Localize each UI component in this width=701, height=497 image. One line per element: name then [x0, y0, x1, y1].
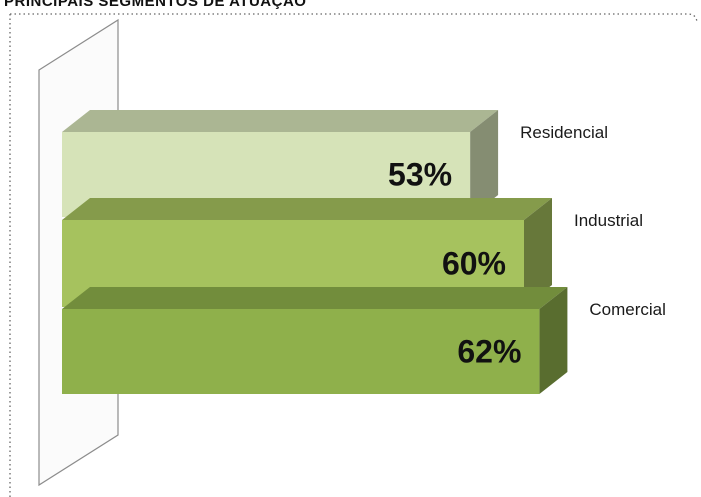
category-label-comercial: Comercial	[589, 300, 666, 319]
bars-group: 53% Residencial 60% Industrial 62% Comercial	[62, 110, 666, 394]
panel-border	[10, 13, 698, 23]
category-label-residencial: Residencial	[520, 123, 608, 142]
value-label-residencial: 53%	[388, 157, 452, 193]
bar-comercial	[62, 309, 540, 394]
bar-top-industrial	[62, 198, 552, 220]
bar-side-comercial	[539, 287, 568, 394]
bar-top-residencial	[62, 110, 499, 132]
value-label-industrial: 60%	[442, 246, 506, 282]
category-label-industrial: Industrial	[574, 211, 643, 230]
bar-side-residencial	[470, 110, 499, 217]
bar-top-comercial	[62, 287, 568, 309]
value-label-comercial: 62%	[457, 334, 521, 370]
chart-title: PRINCIPAIS SEGMENTOS DE ATUAÇÃO	[4, 0, 306, 10]
bar-side-industrial	[524, 198, 552, 307]
